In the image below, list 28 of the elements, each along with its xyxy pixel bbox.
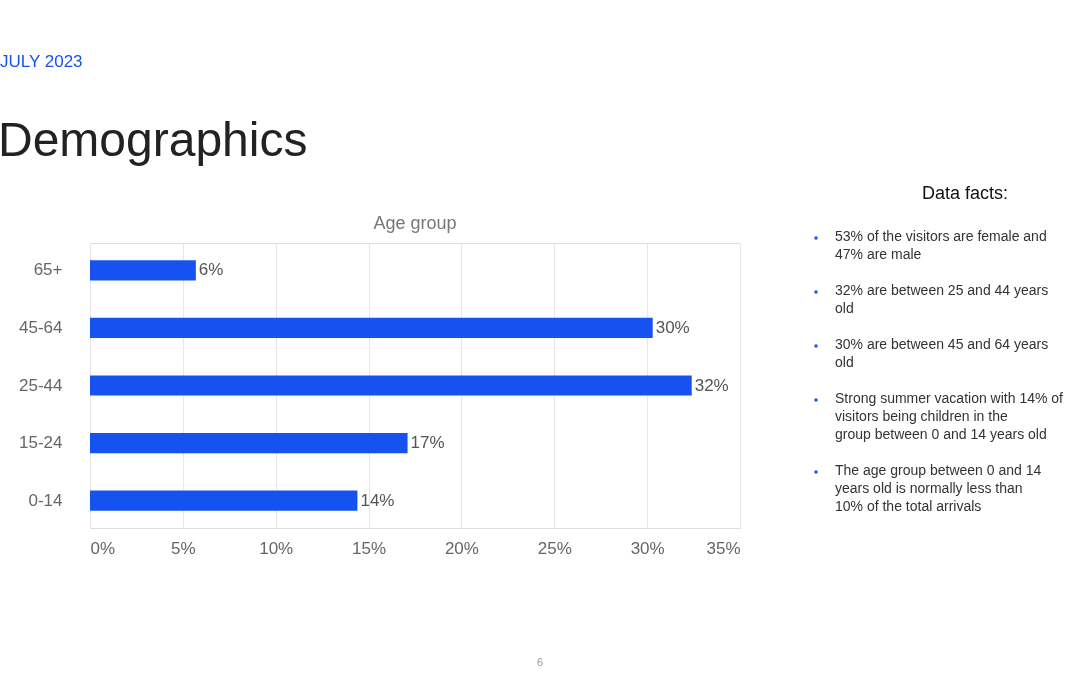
text: Demographics xyxy=(0,113,308,166)
y-tick-label: 0-14 xyxy=(28,490,63,510)
y-tick-label: 25-44 xyxy=(19,375,63,395)
x-tick-label: 10% xyxy=(259,538,294,558)
x-tick-label: 20% xyxy=(444,538,479,558)
x-tick-label: 25% xyxy=(537,538,572,558)
text: The age group between 0 and 14 years old is normally less than 10% of the total arrivals xyxy=(835,462,1042,514)
x-tick-label: 15% xyxy=(352,538,387,558)
text: 6 xyxy=(536,656,544,668)
text: 32% are between 25 and 44 years old xyxy=(835,282,1049,316)
data-label: 32% xyxy=(694,375,729,395)
data-label: 30% xyxy=(655,317,690,337)
y-tick-label: 15-24 xyxy=(19,433,63,453)
text: 30% are between 45 and 64 years old xyxy=(835,336,1049,370)
text: JULY 2023 xyxy=(0,52,83,71)
text: Strong summer vacation with 14% of visitors being children in the group between 0 and 14 years old xyxy=(835,390,1064,442)
x-tick-label: 30% xyxy=(630,538,665,558)
data-label: 6% xyxy=(198,260,224,280)
text: Data facts: xyxy=(921,183,1009,203)
x-tick-label: 5% xyxy=(171,538,196,558)
x-tick-label: 35% xyxy=(706,538,741,558)
y-tick-label: 65+ xyxy=(33,260,63,280)
data-label: 14% xyxy=(360,490,395,510)
chart-title: Age group xyxy=(373,213,457,233)
text: 53% of the visitors are female and 47% are male xyxy=(835,228,1047,262)
x-tick-label: 0% xyxy=(90,538,116,558)
data-label: 17% xyxy=(410,433,445,453)
y-tick-label: 45-64 xyxy=(19,317,63,337)
